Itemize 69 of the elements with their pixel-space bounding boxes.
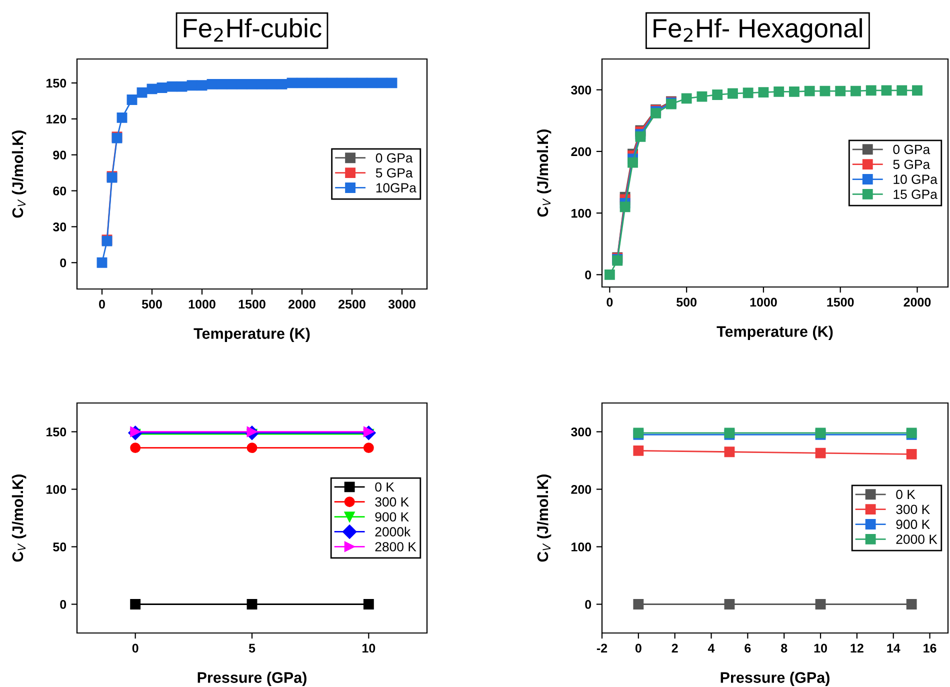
y-tick-label: 150 — [46, 78, 66, 88]
y-tick-label: 120 — [46, 114, 66, 124]
legend-label: 5 GPa — [893, 160, 930, 170]
legend-label: 2000k — [375, 526, 411, 536]
x-tick-label: 6 — [744, 644, 751, 653]
x-tick-label: 3000 — [388, 300, 416, 309]
x-tick-label: 2500 — [338, 300, 366, 309]
legend-label: 0 GPa — [376, 153, 413, 163]
x-tick-label: 1000 — [188, 300, 216, 309]
x-tick-label: 0 — [635, 644, 642, 653]
x-axis-title: Temperature (K) — [194, 328, 310, 342]
legend-label: 0 GPa — [893, 144, 930, 154]
legend-label: 2000 K — [896, 534, 938, 544]
x-tick-label: 14 — [887, 644, 900, 652]
x-tick-label: 0 — [99, 300, 105, 309]
y-tick-label: 300 — [571, 86, 592, 94]
y-tick-label: 0 — [60, 258, 66, 268]
y-tick-label: 100 — [572, 208, 592, 218]
y-tick-label: 200 — [571, 485, 592, 494]
legend-label: 10GPa — [376, 183, 416, 192]
x-tick-label: 5 — [248, 644, 256, 653]
legend-label: 300 K — [375, 497, 409, 507]
x-tick-label: 500 — [676, 298, 696, 307]
y-tick-label: 30 — [52, 222, 66, 232]
x-tick-label: 0 — [606, 298, 613, 307]
legend-label: 0 K — [896, 490, 916, 500]
chart-title: Fe$_{2}$Hf- Hexagonal — [654, 18, 862, 43]
legend-label: 900 K — [896, 520, 930, 530]
legend-label: 2800 K — [375, 542, 416, 552]
y-tick-label: 100 — [572, 542, 592, 552]
x-tick-label: 2000 — [288, 300, 316, 309]
y-axis-title: C$_{V}$ (J/mol.K) — [12, 474, 26, 562]
y-tick-label: 90 — [53, 150, 66, 160]
x-tick-label: 0 — [132, 644, 138, 653]
x-axis-title: Pressure (GPa) — [720, 672, 830, 686]
x-tick-label: 1000 — [750, 298, 777, 307]
y-tick-label: 50 — [53, 542, 66, 552]
legend-label: 900 K — [375, 512, 409, 522]
y-tick-label: 150 — [46, 428, 66, 436]
y-tick-label: 300 — [571, 428, 592, 436]
x-tick-label: 2000 — [904, 298, 931, 307]
y-tick-label: 100 — [46, 485, 66, 494]
y-tick-label: 0 — [585, 600, 592, 609]
legend-label: 5 GPa — [376, 168, 413, 178]
y-tick-label: 0 — [585, 270, 592, 280]
y-tick-label: 60 — [53, 186, 66, 196]
x-tick-label: 500 — [142, 300, 162, 309]
y-axis-title: C$_{V}$ (J/mol.K) — [12, 130, 26, 218]
x-tick-label: 10 — [362, 644, 376, 653]
y-axis-title: C$_{V}$ (J/mol.K) — [536, 474, 552, 562]
legend-label: 15 GPa — [894, 190, 938, 199]
x-tick-label: 4 — [708, 644, 715, 652]
x-axis-title: Temperature (K) — [716, 326, 833, 340]
x-tick-label: 2 — [672, 644, 678, 652]
x-tick-label: -2 — [596, 644, 608, 652]
y-tick-label: 0 — [60, 600, 66, 609]
chart-title: Fe$_{2}$Hf-cubic — [184, 18, 322, 42]
x-axis-title: Pressure (GPa) — [198, 672, 306, 686]
x-tick-label: 12 — [850, 644, 864, 652]
x-tick-label: 1500 — [238, 300, 266, 309]
y-axis-title: C$_{V}$ (J/mol.K) — [536, 130, 552, 217]
x-tick-label: 10 — [814, 644, 827, 653]
legend-label: 300 K — [896, 504, 930, 514]
x-tick-label: 16 — [924, 644, 936, 653]
x-tick-label: 8 — [781, 644, 788, 653]
legend-label: 10 GPa — [894, 174, 938, 184]
x-tick-label: 1500 — [827, 298, 854, 307]
legend-label: 0 K — [375, 482, 394, 492]
y-tick-label: 200 — [571, 147, 592, 156]
